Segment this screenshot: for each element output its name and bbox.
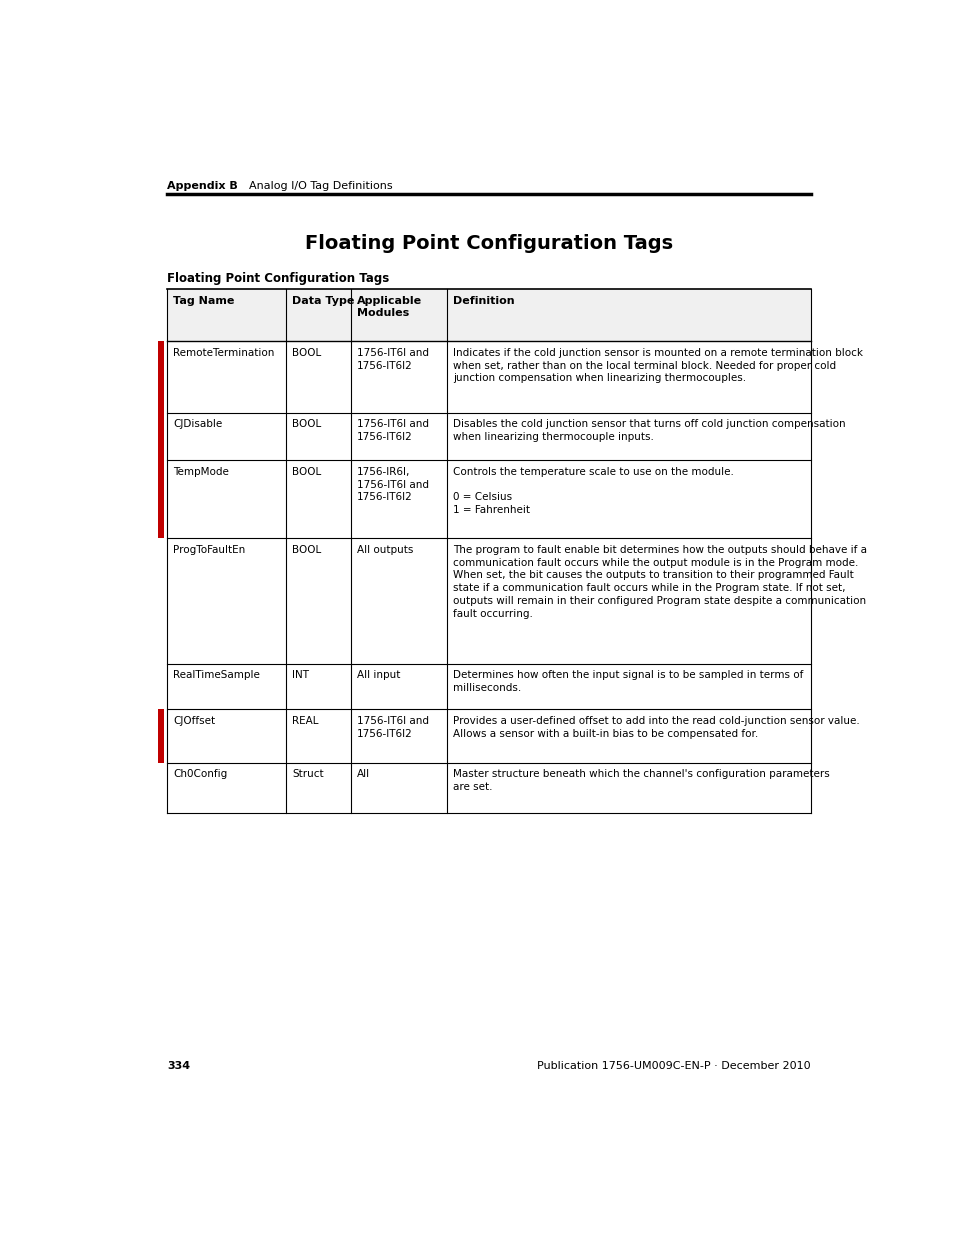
Text: RemoteTermination: RemoteTermination <box>173 348 274 358</box>
Text: BOOL: BOOL <box>292 467 321 477</box>
Bar <box>157 412 164 461</box>
Text: All: All <box>356 769 369 779</box>
Text: REAL: REAL <box>292 716 318 726</box>
Text: Appendix B: Appendix B <box>167 182 238 191</box>
Text: CJOffset: CJOffset <box>173 716 215 726</box>
Text: 1756-IT6I and
1756-IT6I2: 1756-IT6I and 1756-IT6I2 <box>356 348 428 370</box>
Text: Ch0Config: Ch0Config <box>173 769 227 779</box>
Text: 334: 334 <box>167 1061 191 1071</box>
Text: Provides a user-defined offset to add into the read cold-junction sensor value.
: Provides a user-defined offset to add in… <box>453 716 859 739</box>
Bar <box>157 461 164 538</box>
Bar <box>157 709 164 762</box>
Text: All outputs: All outputs <box>356 545 413 555</box>
Text: BOOL: BOOL <box>292 545 321 555</box>
Text: Analog I/O Tag Definitions: Analog I/O Tag Definitions <box>249 182 392 191</box>
Text: RealTimeSample: RealTimeSample <box>173 671 260 680</box>
Text: 1756-IR6I,
1756-IT6I and
1756-IT6I2: 1756-IR6I, 1756-IT6I and 1756-IT6I2 <box>356 467 428 503</box>
Text: Applicable
Modules: Applicable Modules <box>356 295 421 317</box>
Text: BOOL: BOOL <box>292 419 321 430</box>
Text: ProgToFaultEn: ProgToFaultEn <box>173 545 245 555</box>
Text: Struct: Struct <box>292 769 323 779</box>
Text: Tag Name: Tag Name <box>173 295 234 305</box>
Text: Determines how often the input signal is to be sampled in terms of
milliseconds.: Determines how often the input signal is… <box>453 671 802 693</box>
Text: Master structure beneath which the channel's configuration parameters
are set.: Master structure beneath which the chann… <box>453 769 829 792</box>
Text: Publication 1756-UM009C-EN-P · December 2010: Publication 1756-UM009C-EN-P · December … <box>537 1061 810 1071</box>
Text: Controls the temperature scale to use on the module.

0 = Celsius
1 = Fahrenheit: Controls the temperature scale to use on… <box>453 467 733 515</box>
Text: INT: INT <box>292 671 309 680</box>
Text: Floating Point Configuration Tags: Floating Point Configuration Tags <box>305 233 672 253</box>
Text: All input: All input <box>356 671 399 680</box>
Text: CJDisable: CJDisable <box>173 419 222 430</box>
Text: Data Type: Data Type <box>292 295 355 305</box>
Text: The program to fault enable bit determines how the outputs should behave if a
co: The program to fault enable bit determin… <box>453 545 866 619</box>
Text: Definition: Definition <box>453 295 514 305</box>
Text: BOOL: BOOL <box>292 348 321 358</box>
Text: Disables the cold junction sensor that turns off cold junction compensation
when: Disables the cold junction sensor that t… <box>453 419 844 442</box>
Bar <box>157 341 164 412</box>
Text: 1756-IT6I and
1756-IT6I2: 1756-IT6I and 1756-IT6I2 <box>356 716 428 739</box>
Bar <box>167 289 810 341</box>
Text: Floating Point Configuration Tags: Floating Point Configuration Tags <box>167 272 389 285</box>
Text: 1756-IT6I and
1756-IT6I2: 1756-IT6I and 1756-IT6I2 <box>356 419 428 442</box>
Text: Indicates if the cold junction sensor is mounted on a remote termination block
w: Indicates if the cold junction sensor is… <box>453 348 862 384</box>
Text: TempMode: TempMode <box>173 467 229 477</box>
